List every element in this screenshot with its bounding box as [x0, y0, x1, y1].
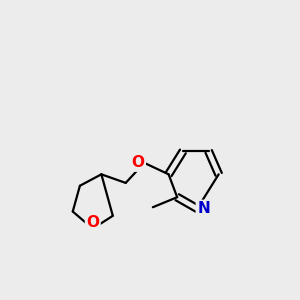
Text: O: O: [86, 215, 99, 230]
Text: N: N: [197, 201, 210, 216]
Text: O: O: [131, 155, 145, 170]
